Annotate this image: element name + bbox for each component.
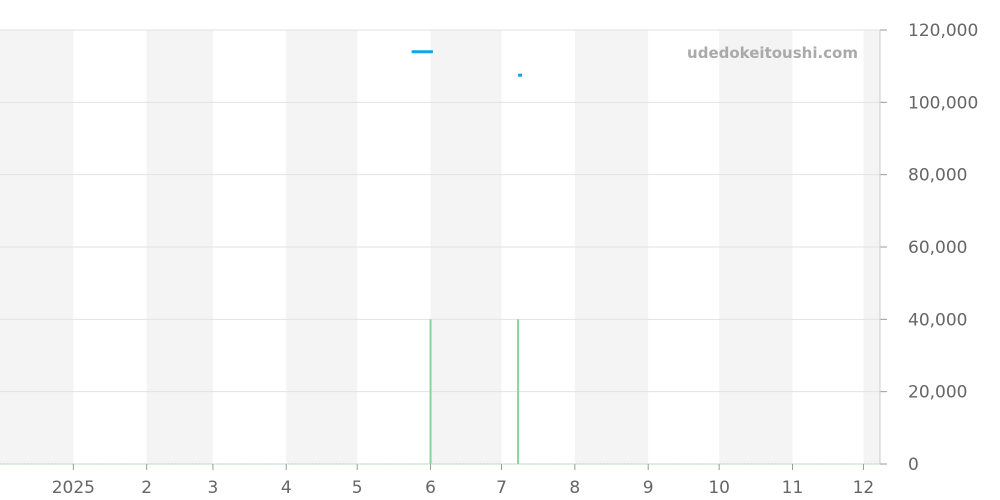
x-tick-label: 12 [853, 478, 875, 498]
x-tick-label: 10 [708, 478, 730, 498]
x-tick-label: 5 [352, 478, 363, 498]
x-tick-label: 7 [496, 478, 507, 498]
y-tick-label: 60,000 [908, 238, 967, 258]
x-tick-label: 2 [141, 478, 152, 498]
y-tick-label: 120,000 [908, 21, 978, 41]
x-tick-label: 3 [207, 478, 218, 498]
y-tick-label: 20,000 [908, 383, 967, 403]
x-tick-label: 8 [569, 478, 580, 498]
x-tick-label: 6 [425, 478, 436, 498]
x-tick-label: 4 [281, 478, 292, 498]
x-tick-label: 11 [782, 478, 804, 498]
x-tick-label: 9 [643, 478, 654, 498]
y-tick-label: 40,000 [908, 310, 967, 330]
y-tick-label: 80,000 [908, 166, 967, 186]
y-tick-label: 100,000 [908, 93, 978, 113]
watermark: udedokeitoushi.com [687, 44, 858, 62]
x-tick-label: 2025 [52, 478, 95, 498]
y-tick-label: 0 [908, 455, 919, 475]
